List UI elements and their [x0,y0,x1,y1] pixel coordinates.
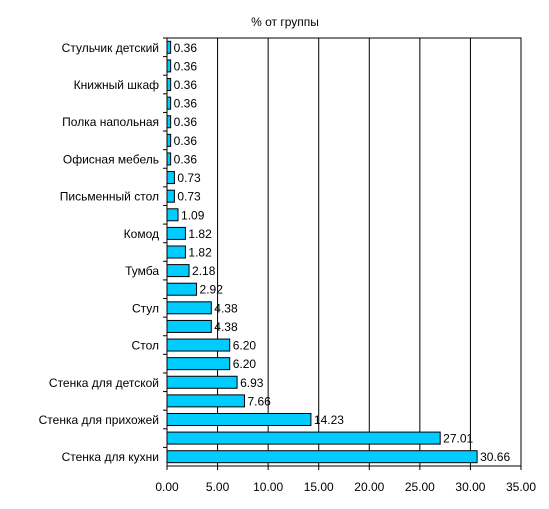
value-label: 14.23 [314,413,344,427]
x-tick-label: 20.00 [354,480,384,494]
value-label: 0.36 [174,97,198,111]
bar [166,59,172,73]
x-tick-label: 30.00 [455,480,485,494]
category-label: Полка напольная [62,115,159,129]
value-label: 0.36 [174,41,198,55]
bar [166,319,212,333]
bar [166,412,312,426]
chart-title: % от группы [251,15,319,29]
category-label: Стульчик детский [62,41,159,55]
bar [166,431,441,445]
value-label: 0.36 [174,134,198,148]
x-tick-label: 10.00 [253,480,283,494]
value-label: 6.20 [233,357,257,371]
value-label: 7.66 [247,394,271,408]
plot-area-frame [166,37,522,467]
category-label: Стол [132,339,159,353]
bar [166,357,231,371]
value-label: 0.73 [177,190,201,204]
category-label: Письменный стол [60,190,159,204]
value-label: 2.92 [200,283,224,297]
value-label: 4.38 [214,320,238,334]
bar [166,171,175,185]
bar [166,96,172,110]
bar [166,245,186,259]
value-label: 6.20 [233,339,257,353]
value-label: 27.01 [443,432,473,446]
gridlines [166,38,522,470]
bar [166,40,172,54]
x-tick-labels: 0.00 5.00 10.00 15.00 20.00 25.00 30.00 35.00 [155,480,536,494]
bar [166,394,245,408]
x-tick-label: 35.00 [506,480,536,494]
bar [166,375,238,389]
x-tick-label: 15.00 [304,480,334,494]
bar [166,189,175,203]
value-label: 1.82 [188,246,212,260]
value-label: 2.18 [192,264,216,278]
bar [166,208,179,222]
value-label: 1.09 [181,208,205,222]
category-label: Комод [124,227,159,241]
value-label: 6.93 [240,376,264,390]
x-tick-label: 5.00 [206,480,230,494]
category-label: Стул [132,301,159,315]
bar [166,450,478,464]
bar [166,301,212,315]
bar [166,152,172,166]
bar [166,133,172,147]
bar [166,282,198,296]
category-label: Офисная мебель [63,152,159,166]
category-label: Стенка для прихожей [39,413,159,427]
bar [166,78,172,92]
x-tick-label: 0.00 [155,480,179,494]
bar [166,226,186,240]
value-label: 30.66 [480,450,510,464]
value-label: 0.36 [174,115,198,129]
value-label: 0.36 [174,152,198,166]
category-labels: Стульчик детский Книжный шкаф Полка наполь… [39,41,160,464]
value-label: 4.38 [214,301,238,315]
value-labels: 0.36 0.36 0.36 0.36 0.36 0.36 0.36 0.73 0.73 1.09… [174,41,511,464]
bar [166,264,190,278]
category-label: Стенка для детской [49,376,159,390]
value-label: 0.36 [174,78,198,92]
bar [166,115,172,129]
category-label: Стенка для кухни [62,450,159,464]
value-label: 0.73 [177,171,201,185]
x-tick-label: 25.00 [405,480,435,494]
value-label: 1.82 [188,227,212,241]
bar [166,338,231,352]
value-label: 0.36 [174,59,198,73]
category-label: Книжный шкаф [74,78,159,92]
category-label: Тумба [125,264,159,278]
